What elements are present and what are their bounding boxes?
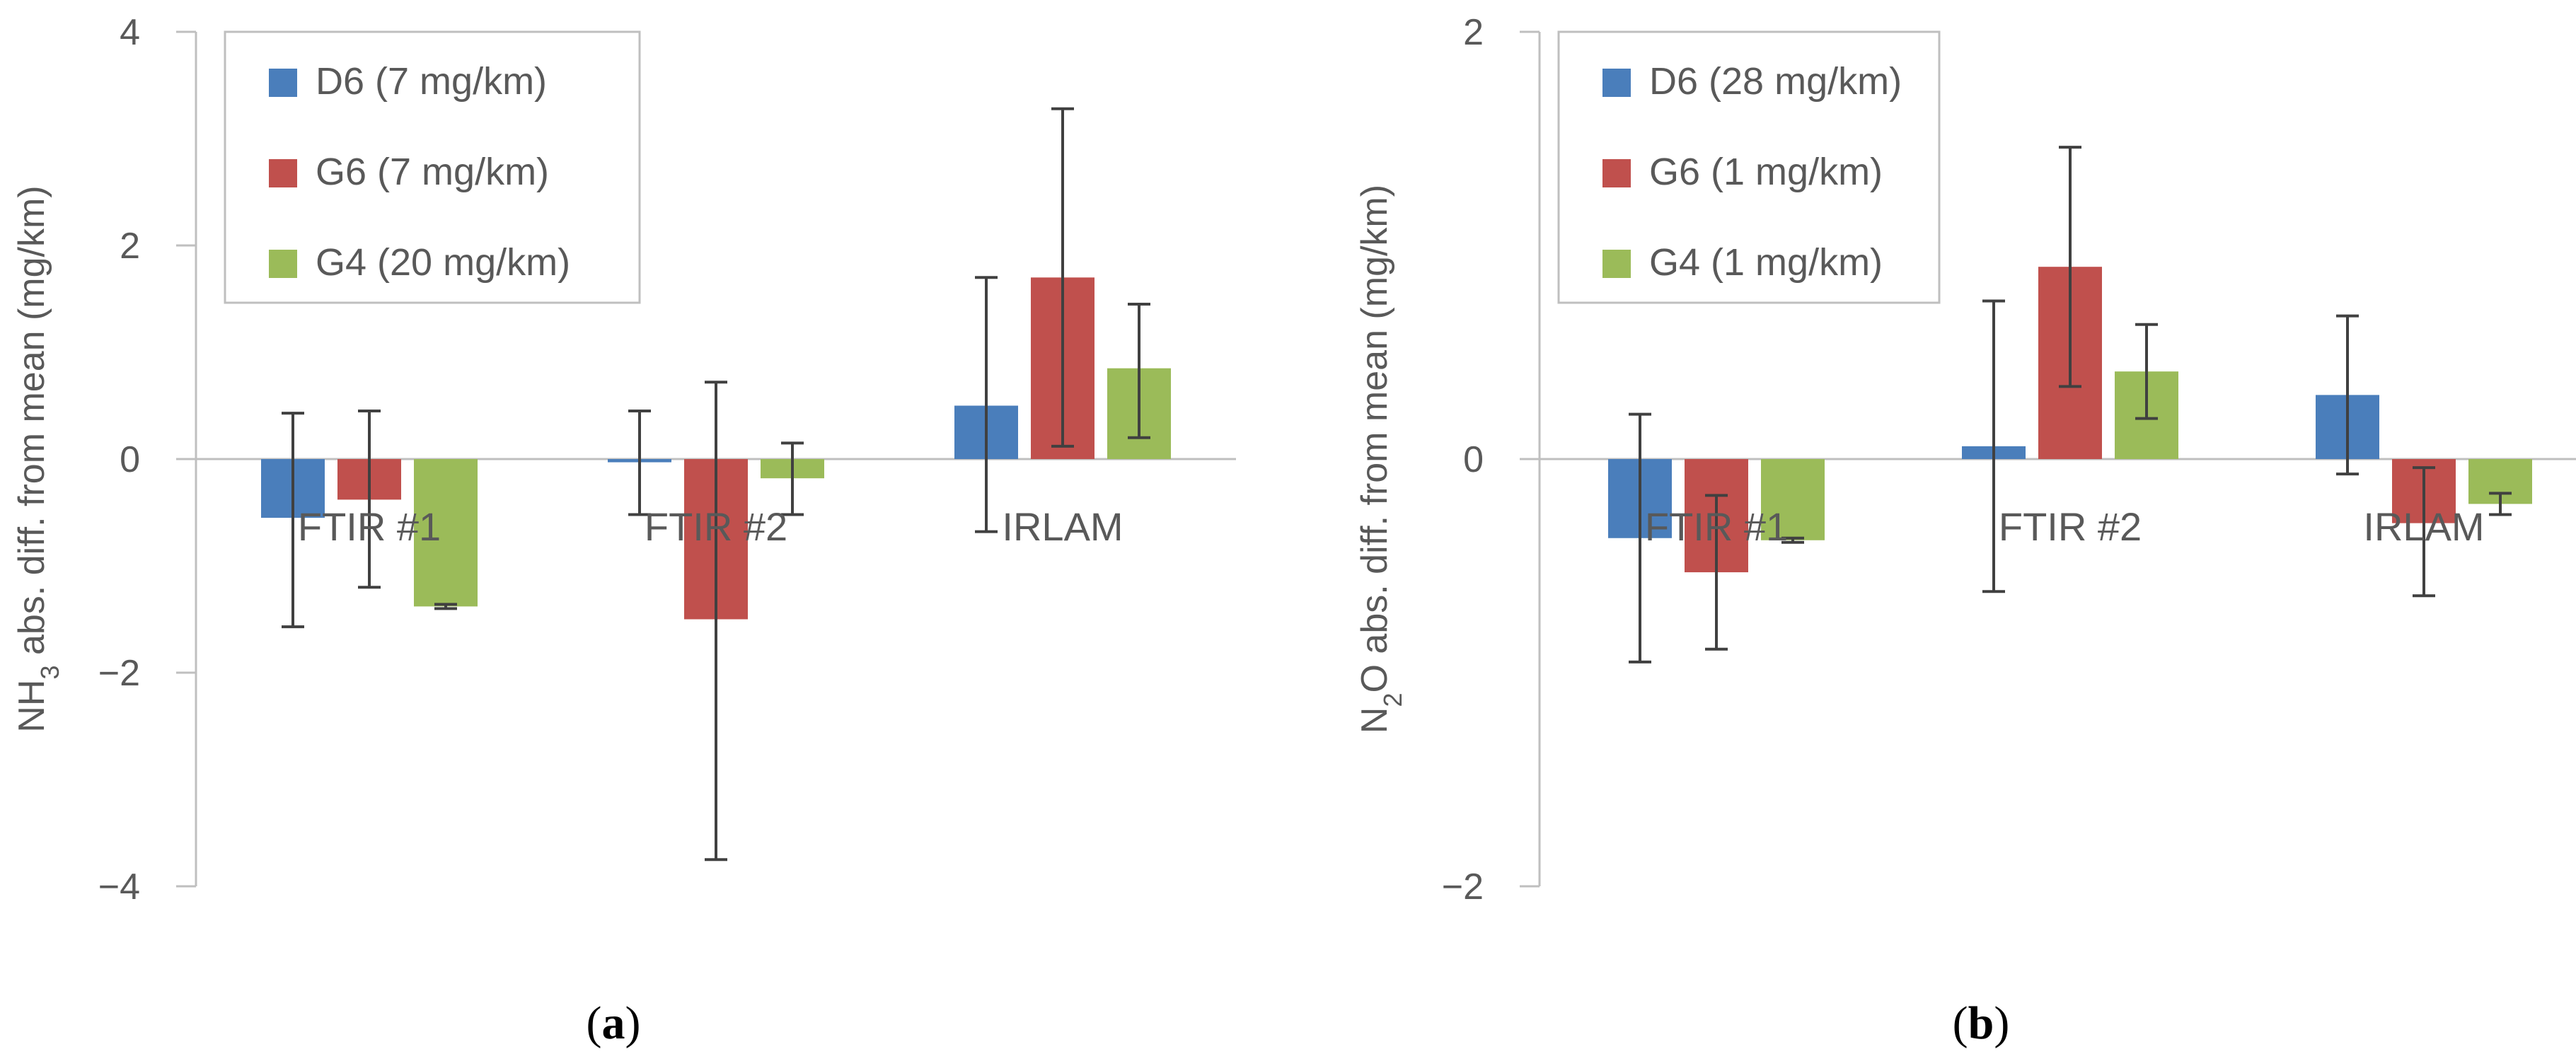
legend-label-d6: D6 (28 mg/km) [1649,60,1902,103]
category-label: FTIR #2 [1999,504,2142,549]
y-axis-title-subscript: 2 [1378,692,1407,707]
panel-label-close: ) [625,997,641,1049]
panel-label-letter: a [602,997,625,1049]
panel-label-open: ( [1953,997,1968,1049]
legend-swatch-g4 [1602,250,1631,278]
y-axis-title-rest: O abs. diff. from mean (mg/km) [1354,185,1395,693]
y-tick-label: 2 [120,226,140,267]
bar-g4-ftir-1 [414,459,478,607]
legend: D6 (7 mg/km) G6 (7 mg/km) G4 (20 mg/km) [224,30,641,304]
legend-label-d6: D6 (7 mg/km) [316,60,547,103]
legend-label-g6: G6 (7 mg/km) [316,151,549,193]
legend-swatch-g6 [269,159,297,187]
legend: D6 (28 mg/km) G6 (1 mg/km) G4 (1 mg/km) [1557,30,1941,304]
y-axis-title: NH3 abs. diff. from mean (mg/km) [11,185,64,732]
legend-swatch-d6 [269,69,297,97]
y-axis-title: N2O abs. diff. from mean (mg/km) [1354,185,1407,734]
legend-label-g6: G6 (1 mg/km) [1649,151,1883,193]
category-label: FTIR #2 [645,504,787,549]
y-axis-title-subscript: 3 [35,665,64,679]
y-axis-title-main: N [1354,707,1395,734]
y-tick-label: 0 [1463,439,1484,480]
legend-swatch-d6 [1602,69,1631,97]
y-tick-label: −4 [98,866,140,908]
y-tick-label: 2 [1463,12,1484,53]
category-label: IRLAM [1002,504,1123,549]
legend-label-g4: G4 (20 mg/km) [316,241,570,284]
category-label: FTIR #1 [298,504,441,549]
panel-label-open: ( [587,997,602,1049]
panel-label: (a) [587,997,641,1049]
y-axis-title-main: NH [11,680,52,733]
y-tick-label: 0 [120,439,140,480]
category-label: FTIR #1 [1645,504,1788,549]
y-tick-label: −2 [98,653,140,694]
y-axis-title-rest: abs. diff. from mean (mg/km) [11,185,52,665]
category-label: IRLAM [2363,504,2484,549]
legend-label-g4: G4 (1 mg/km) [1649,241,1883,284]
y-tick-label: −2 [1442,866,1484,908]
panel-label: (b) [1953,997,2010,1049]
panel-label-close: ) [1994,997,2009,1049]
bar-g4-ftir-1 [1761,459,1825,540]
chart-panel-a: 4 2 0 −2 −4 FTIR #1 FTIR #2 IRLAM NH3 abs. diff.… [11,12,1236,1049]
panel-label-letter: b [1968,997,1994,1049]
legend-swatch-g6 [1602,159,1631,187]
y-tick-label: 4 [120,12,140,53]
legend-swatch-g4 [269,250,297,278]
